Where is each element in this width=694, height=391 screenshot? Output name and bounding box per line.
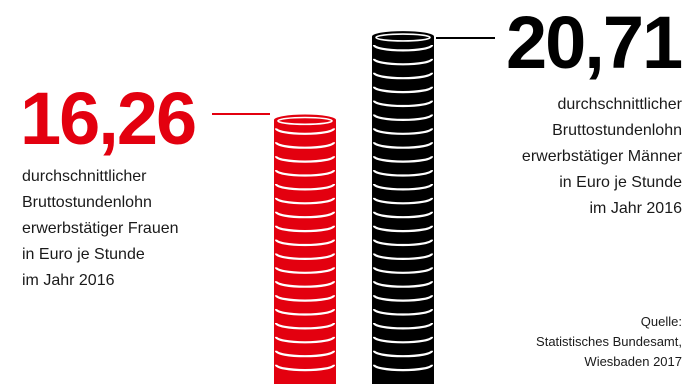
coin-edge — [372, 253, 434, 260]
coin-edge — [274, 211, 336, 219]
coin-edge — [274, 183, 336, 191]
coin-edge — [274, 322, 336, 330]
coin-edge — [274, 155, 336, 163]
coin-edge — [372, 225, 434, 233]
coin-edge — [372, 350, 434, 358]
coin-edge — [372, 127, 434, 135]
coin-edge — [372, 155, 434, 163]
coin-edge — [372, 141, 434, 149]
coin-edge — [274, 308, 336, 316]
coin-edge — [372, 197, 434, 205]
coin-edge — [372, 86, 434, 94]
coin-stack-men — [372, 31, 434, 384]
coin-top-rim — [277, 116, 333, 126]
coin-stack-women — [274, 114, 336, 385]
source-note: Quelle: Statistisches Bundesamt, Wiesbad… — [482, 312, 682, 372]
coin-edge — [372, 114, 434, 121]
coin-edge — [274, 169, 336, 177]
coin-edge — [274, 239, 336, 247]
coin-stack-body — [372, 36, 434, 384]
source-line: Statistisches Bundesamt, — [536, 334, 682, 349]
coin-edge — [274, 364, 336, 372]
coin-edge — [372, 308, 434, 316]
coin-edge — [372, 322, 434, 330]
description-women: durchschnittlicher Bruttostundenlohn erw… — [22, 168, 179, 289]
coin-edge — [372, 183, 434, 191]
coin-edge — [274, 225, 336, 233]
source-line: Wiesbaden 2017 — [584, 354, 682, 369]
coin-top-rim — [375, 33, 431, 42]
description-men: durchschnittlicher Bruttostundenlohn erw… — [521, 96, 682, 217]
value-label-women: 16,26 — [20, 77, 197, 160]
coin-edge — [274, 253, 336, 260]
coin-edge — [274, 197, 336, 205]
coin-edge — [372, 72, 434, 80]
source-line: Quelle: — [640, 314, 682, 329]
coin-edge — [372, 280, 434, 288]
coin-edge — [372, 44, 434, 52]
coin-edge — [274, 350, 336, 358]
coin-edge — [274, 294, 336, 302]
coin-edge — [372, 266, 434, 274]
coin-edge — [372, 336, 434, 344]
coin-edge — [274, 280, 336, 288]
coin-edge — [372, 364, 434, 372]
coin-edge — [372, 294, 434, 302]
coin-edge — [372, 169, 434, 177]
coin-edge — [274, 127, 336, 135]
coin-edge — [274, 336, 336, 344]
coin-edge — [372, 211, 434, 219]
coin-edge — [372, 58, 434, 66]
coin-edge — [274, 266, 336, 274]
coin-edge — [372, 100, 434, 108]
value-label-men: 20,71 — [506, 1, 683, 84]
coin-edge — [372, 239, 434, 247]
coin-edge — [274, 141, 336, 149]
